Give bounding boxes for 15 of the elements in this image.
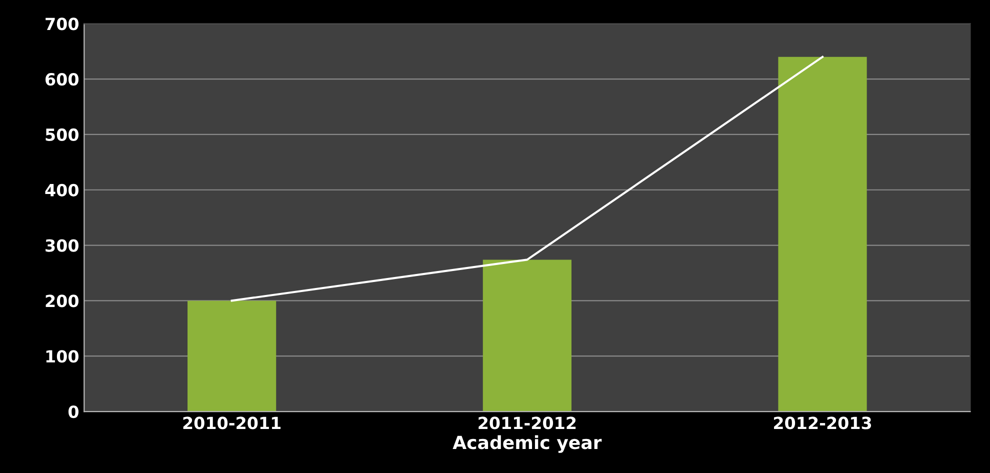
y-tick-label: 0 (68, 405, 78, 418)
y-tick-label: 500 (46, 128, 78, 142)
bar (778, 56, 867, 412)
y-tick-label: 400 (45, 184, 78, 196)
y-tick-label: 600 (46, 73, 78, 86)
y-tick-label: 700 (46, 18, 78, 30)
bar (482, 260, 572, 412)
x-tick-label: 2012-2013 (774, 416, 872, 430)
x-tick-label: 2010-2011 (183, 416, 281, 430)
x-axis-title: Academic year (452, 435, 602, 453)
bar (188, 300, 276, 412)
y-tick-label: 200 (46, 294, 78, 308)
y-tick-label: 300 (46, 239, 78, 252)
x-tick-label: 2011-2012 (478, 416, 576, 430)
y-tick-label: 100 (46, 350, 78, 363)
